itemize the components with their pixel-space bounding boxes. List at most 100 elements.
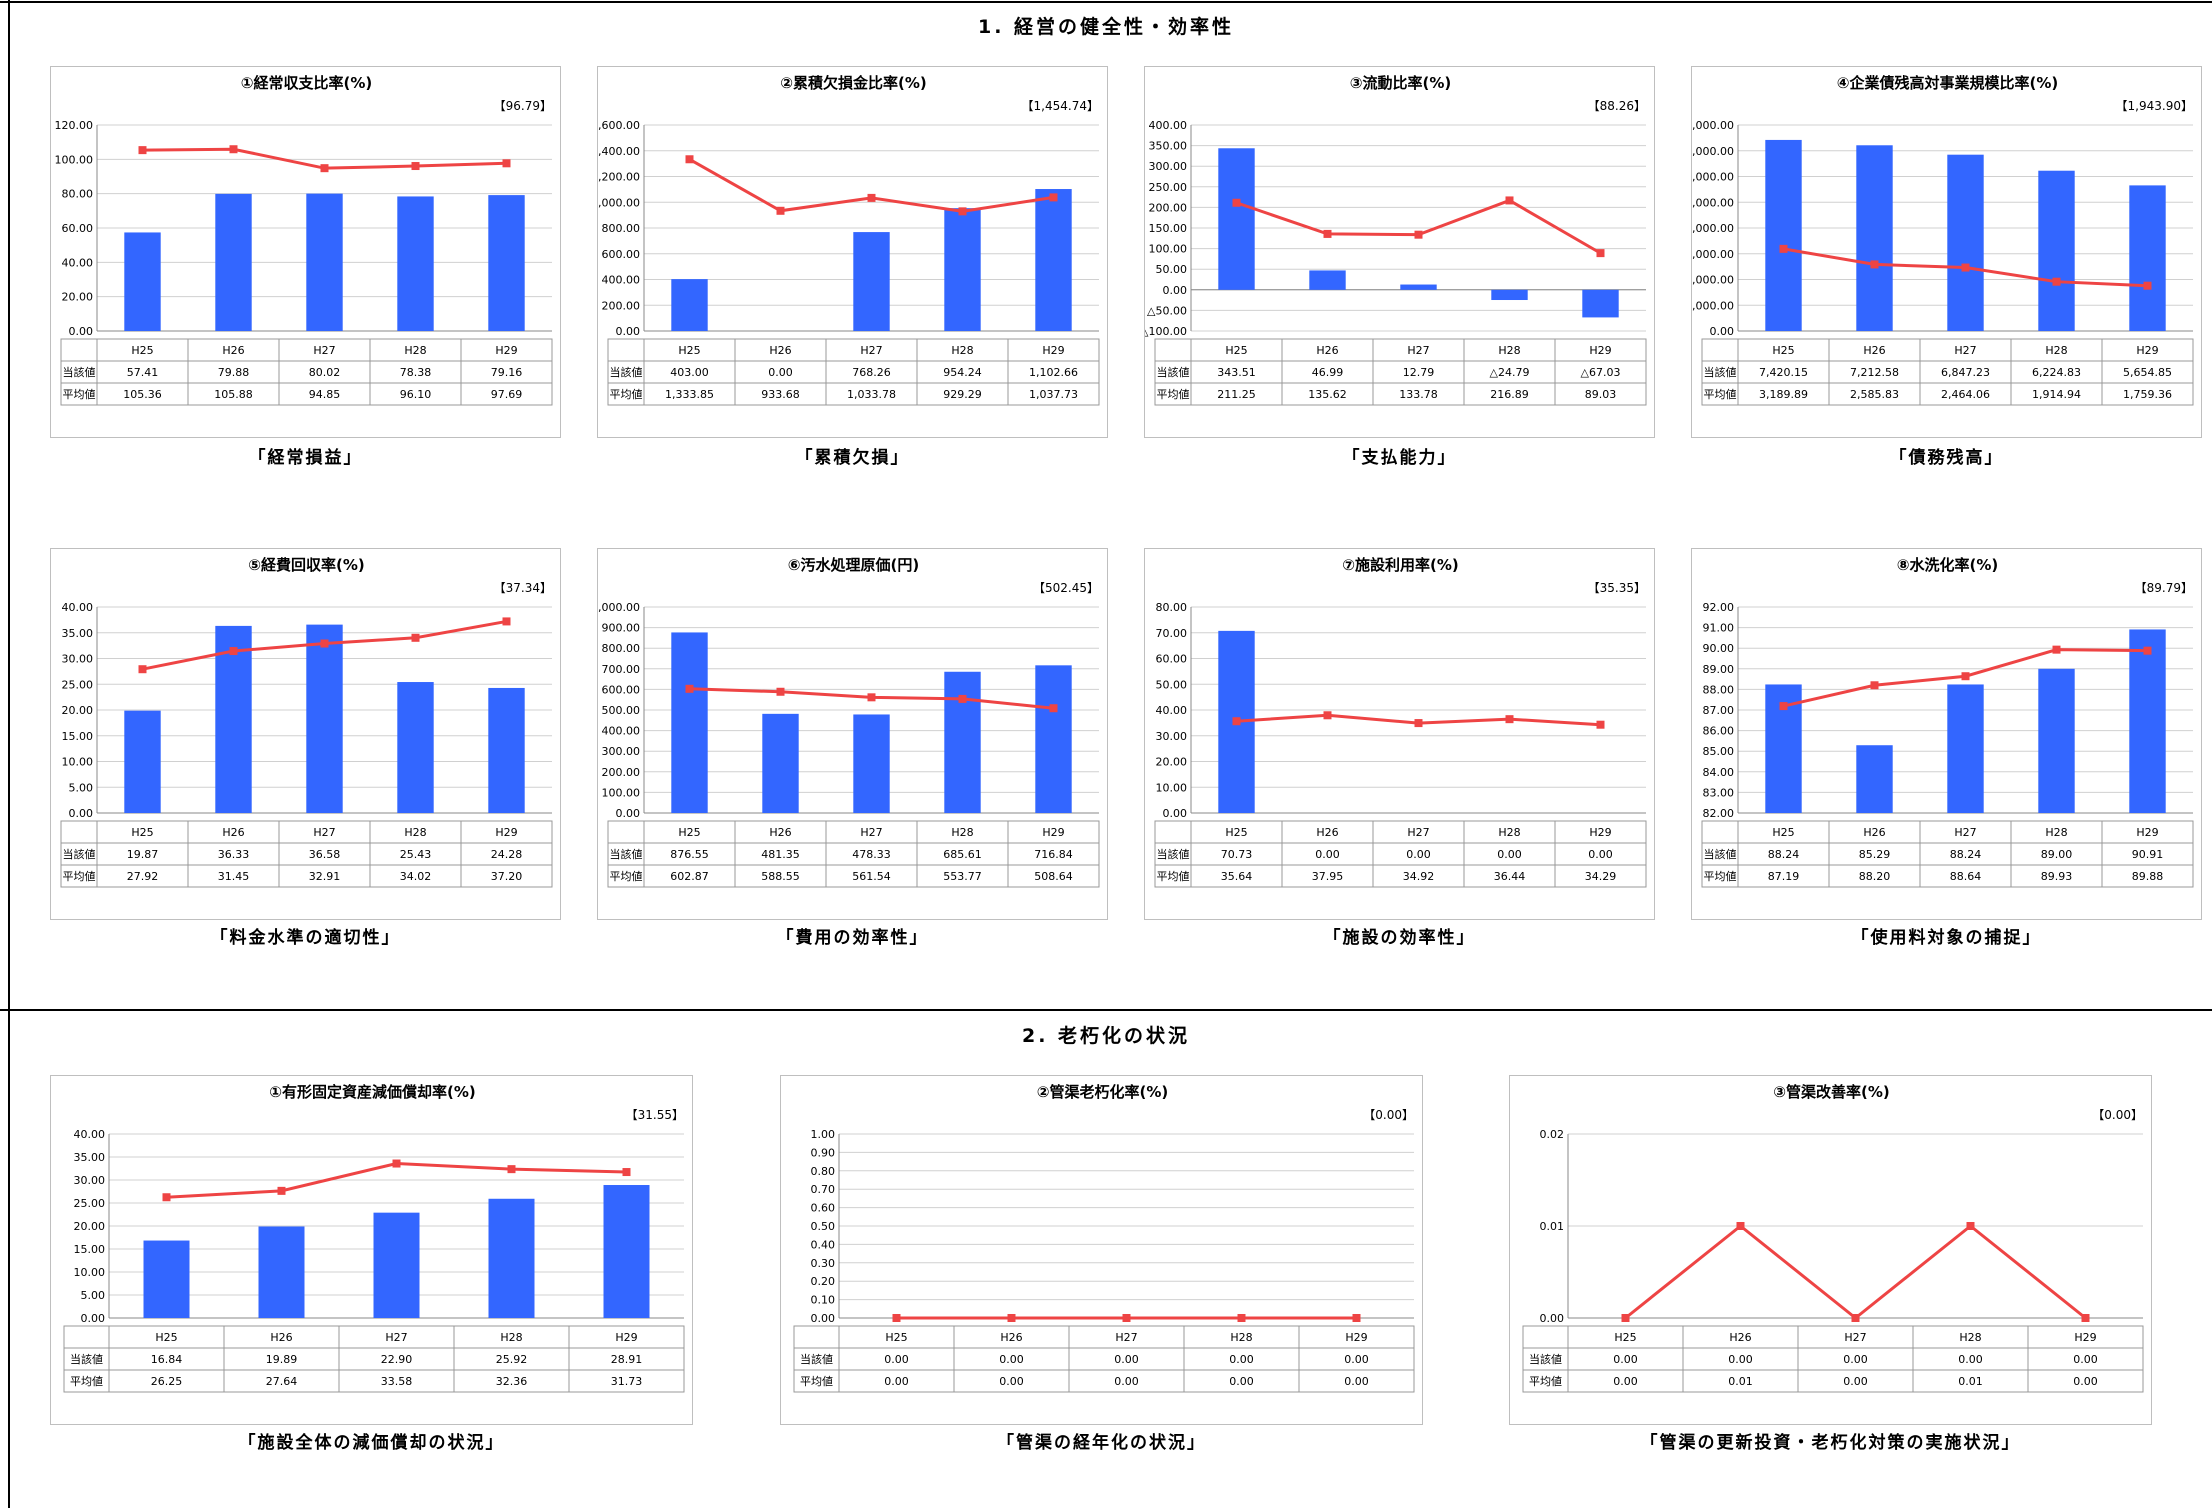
row-label-average: 平均値 xyxy=(70,1375,103,1388)
chart-svg: ②管渠老朽化率(%) 【0.00】 0.00 0.10 0.20 0.30 0.40 0.50… xyxy=(793,1083,1415,1393)
y-tick-label: 0.00 xyxy=(811,1312,836,1325)
current-value-H27: 88.24 xyxy=(1950,848,1982,861)
table-border xyxy=(607,338,1100,406)
table-border xyxy=(793,1325,1415,1393)
y-tick-label: 30.00 xyxy=(1156,730,1188,743)
bar-H25 xyxy=(124,232,161,331)
current-value-H27: 22.90 xyxy=(381,1353,413,1366)
chart-title: ②管渠老朽化率(%) xyxy=(1037,1083,1168,1101)
average-point-H26 xyxy=(229,647,238,656)
y-tick-label: 35.00 xyxy=(74,1151,106,1164)
y-tick-label: 20.00 xyxy=(62,291,94,304)
average-value-H27: 561.54 xyxy=(852,870,891,883)
current-value-H28: 0.00 xyxy=(1497,848,1522,861)
table-border xyxy=(1701,338,2194,406)
y-tick-label: 40.00 xyxy=(62,256,94,269)
x-category-label: H25 xyxy=(678,826,700,839)
y-tick-label: 1,200.00 xyxy=(598,171,640,184)
chart-svg: ①経常収支比率(%) 【96.79】 0.00 20.00 40.00 60.00 80.0… xyxy=(55,74,553,406)
chart-caption: 「管渠の経年化の状況」 xyxy=(997,1433,1206,1453)
chart-svg: ⑥汚水処理原価(円) 【502.45】 0.00 100.00 200.00 300.00… xyxy=(598,556,1100,888)
bar-H29 xyxy=(488,195,525,331)
y-tick-label: 600.00 xyxy=(602,248,641,261)
y-tick-label: 120.00 xyxy=(55,119,94,132)
y-tick-label: 800.00 xyxy=(602,222,641,235)
average-point-H28 xyxy=(1237,1314,1246,1322)
average-value-H29: 37.20 xyxy=(491,870,523,883)
x-category-label: H26 xyxy=(1863,826,1885,839)
current-value-H29: 24.28 xyxy=(491,848,523,861)
table-border xyxy=(1154,820,1647,888)
average-point-H29 xyxy=(1596,249,1605,258)
current-value-H28: 6,224.83 xyxy=(2032,366,2081,379)
average-value-H29: 1,037.73 xyxy=(1029,388,1078,401)
chart-caption: 「費用の効率性」 xyxy=(776,928,929,948)
average-point-H28 xyxy=(507,1165,516,1174)
average-point-H27 xyxy=(867,193,876,202)
current-value-H28: 25.92 xyxy=(496,1353,528,1366)
y-tick-label: 1,000.00 xyxy=(1692,299,1734,312)
average-value-H27: 88.64 xyxy=(1950,870,1982,883)
x-category-label: H27 xyxy=(385,1331,407,1344)
current-value-H28: 954.24 xyxy=(943,366,982,379)
bar-H26 xyxy=(762,713,799,813)
average-value-H28: 96.10 xyxy=(400,388,432,401)
y-tick-label: 200.00 xyxy=(1149,201,1188,214)
bar-H28 xyxy=(488,1198,535,1318)
y-tick-label: 0.00 xyxy=(616,807,641,820)
x-category-label: H27 xyxy=(1115,1331,1137,1344)
x-category-label: H29 xyxy=(615,1331,637,1344)
average-point-H28 xyxy=(958,207,967,216)
chart-svg: ⑧水洗化率(%) 【89.79】 82.00 83.00 84.00 85.00 86.00… xyxy=(1701,556,2194,888)
average-value-H29: 508.64 xyxy=(1034,870,1073,883)
x-category-label: H29 xyxy=(2136,344,2158,357)
x-category-label: H26 xyxy=(1863,344,1885,357)
y-tick-label: △50.00 xyxy=(1147,304,1187,317)
y-tick-label: 4,000.00 xyxy=(1692,222,1734,235)
x-category-label: H28 xyxy=(404,344,426,357)
average-point-H25 xyxy=(162,1193,171,1202)
average-value-H29: 89.03 xyxy=(1585,388,1617,401)
y-tick-label: 3,000.00 xyxy=(1692,248,1734,261)
bar-H27 xyxy=(1947,684,1984,813)
current-value-H29: 1,102.66 xyxy=(1029,366,1078,379)
bar-H26 xyxy=(215,625,252,813)
bar-H28 xyxy=(397,196,434,331)
x-category-label: H29 xyxy=(1589,344,1611,357)
x-category-label: H28 xyxy=(1230,1331,1252,1344)
x-category-label: H26 xyxy=(1729,1331,1751,1344)
x-category-label: H28 xyxy=(500,1331,522,1344)
average-point-H29 xyxy=(622,1168,631,1177)
x-category-label: H25 xyxy=(1225,344,1247,357)
row-label-current: 当該値 xyxy=(1704,365,1737,379)
bar-H27 xyxy=(306,624,343,813)
current-value-H25: 343.51 xyxy=(1217,366,1256,379)
chart-bracket-value: 【0.00】 xyxy=(1363,1108,1414,1122)
y-tick-label: 15.00 xyxy=(74,1243,106,1256)
average-point-H27 xyxy=(392,1159,401,1168)
y-tick-label: 87.00 xyxy=(1703,704,1735,717)
average-value-H25: 27.92 xyxy=(127,870,159,883)
chart-caption: 「施設の効率性」 xyxy=(1323,928,1476,948)
y-tick-label: 100.00 xyxy=(55,153,94,166)
x-category-label: H29 xyxy=(495,826,517,839)
x-category-label: H25 xyxy=(131,826,153,839)
current-value-H26: 19.89 xyxy=(266,1353,298,1366)
x-category-label: H27 xyxy=(1844,1331,1866,1344)
chart-title: ①有形固定資産減価償却率(%) xyxy=(269,1083,475,1101)
current-value-H25: 57.41 xyxy=(127,366,159,379)
y-tick-label: 0.20 xyxy=(811,1275,836,1288)
bar-H27 xyxy=(853,232,890,331)
bar-H25 xyxy=(1765,139,1802,331)
y-tick-label: 0.00 xyxy=(1163,284,1188,297)
y-tick-label: 25.00 xyxy=(74,1197,106,1210)
y-tick-label: 150.00 xyxy=(1149,222,1188,235)
y-tick-label: 30.00 xyxy=(74,1174,106,1187)
y-tick-label: 40.00 xyxy=(1156,704,1188,717)
row-label-current: 当該値 xyxy=(610,365,643,379)
average-value-H25: 602.87 xyxy=(670,870,709,883)
